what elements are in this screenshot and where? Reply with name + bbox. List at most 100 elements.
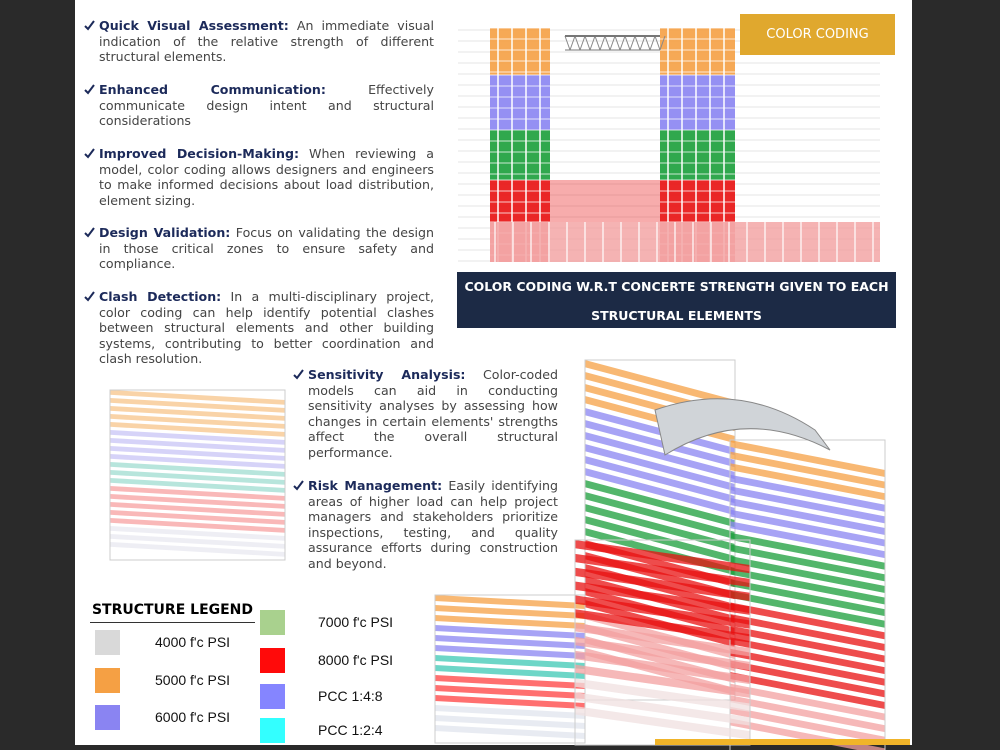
bullet: Quick Visual Assessment: An immediate vi… [84,18,434,65]
drawing-part [110,422,285,437]
bullet: Enhanced Communication: Effectively comm… [84,82,434,129]
drawing-line [634,35,641,51]
drawing-part [585,504,735,552]
bullet-title: Quick Visual Assessment: [99,18,289,33]
drawing-part [730,544,885,582]
drawing-part [575,636,750,671]
badge: COLOR CODING [740,14,895,55]
drawing-part [730,440,885,477]
drawing-line [619,35,626,51]
check-icon [84,20,95,31]
drawing-part [575,623,750,657]
drawing-part [435,625,585,639]
drawing-part [110,430,285,445]
drawing-part [110,510,285,525]
legend-swatch [260,718,285,743]
drawing-part [575,553,750,588]
drawing-part [490,180,550,222]
check-icon [84,291,95,302]
drawing-part [730,532,885,570]
drawing-line [579,35,586,51]
drawing-part [660,180,735,222]
legend-label: 5000 f'c PSI [155,672,231,688]
drawing-line [649,35,656,51]
drawing-part [435,705,585,719]
drawing-part [730,509,885,547]
drawing-line [609,35,616,51]
bullet-text: When reviewing a model, color coding all… [99,146,434,208]
drawing-part [435,725,585,739]
drawing-part [110,542,285,557]
drawing-part [730,683,885,721]
drawing-part [575,609,750,643]
bullet-title: Sensitivity Analysis: [308,367,466,382]
drawing-part [435,715,585,729]
bullet-title: Improved Decision-Making: [99,146,299,161]
drawing-part [110,494,285,509]
drawing-part [730,556,885,593]
drawing-line [659,35,666,51]
drawing-part [575,692,750,726]
check-mark [293,480,304,491]
drawing-line [564,35,571,51]
check-mark [84,291,95,302]
drawing-part [585,360,735,408]
drawing-part [435,635,585,649]
drawing-line [594,35,601,51]
drawing-part [490,130,550,180]
drawing-line [599,35,606,51]
drawing-part [660,28,735,75]
drawing-part [435,605,585,619]
drawing-part [585,444,735,492]
legend-title: STRUCTURE LEGEND [90,602,255,623]
drawing-part [730,648,885,686]
bullet-text: In a multi-disciplinary project, color c… [99,289,434,367]
legend-swatch [260,648,285,673]
check-icon [293,480,304,491]
drawing-part [110,438,285,453]
drawing-part [435,615,585,629]
drawing-part [730,637,885,675]
drawing-part [110,518,285,533]
bullet-text: Color-coded models can aid in conducting… [308,367,558,460]
drawing-part [490,222,880,262]
legend-swatch [95,705,120,730]
drawing-part [110,414,285,429]
drawing-part [435,685,585,699]
drawing-part [435,665,585,679]
legend-label: 8000 f'c PSI [318,652,394,668]
drawing-line [574,35,581,51]
drawing-part [730,579,885,617]
drawing-part [730,706,885,744]
drawing-outline [584,359,736,701]
drawing-part [110,534,285,549]
drawing-line [654,35,661,51]
drawing-part [730,486,885,524]
drawing-part [730,474,885,512]
check-icon [84,84,95,95]
bullet: Design Validation: Focus on validating t… [84,225,434,272]
drawing-part [585,456,735,504]
drawing-part [730,672,885,709]
accent-bar [655,739,910,745]
drawing-part [435,675,585,689]
drawing-part [660,130,735,180]
check-icon [293,369,304,380]
drawing-part [585,492,735,540]
drawing-part [110,462,285,477]
drawing-part [490,28,550,75]
bullet: Improved Decision-Making: When reviewing… [84,146,434,208]
drawing-part [110,526,285,541]
bullet-title: Clash Detection: [99,289,222,304]
drawing-part [585,480,735,528]
bullet: Risk Management: Easily identifying area… [293,478,558,572]
drawing-part [730,602,885,640]
drawing-line [639,35,646,51]
drawing-part [730,567,885,605]
drawing-part [730,614,885,651]
drawing-line [614,35,621,51]
bullet: Clash Detection: In a multi-disciplinary… [84,289,434,367]
legend-label: 6000 f'c PSI [155,709,231,725]
